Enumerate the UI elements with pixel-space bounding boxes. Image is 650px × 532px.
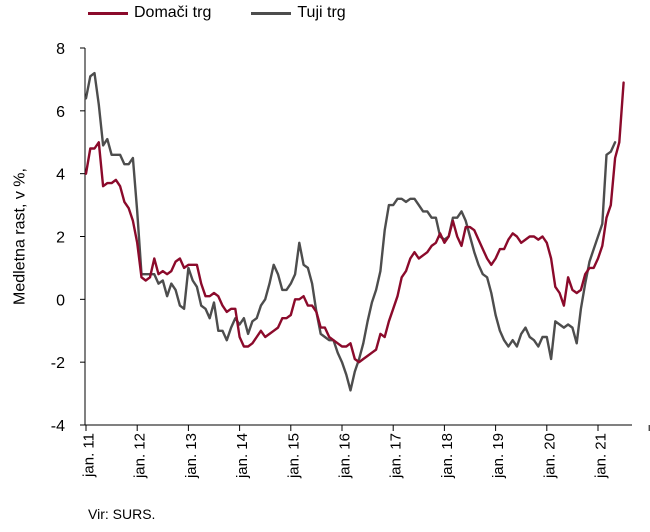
y-tick-label: 2 xyxy=(56,230,65,247)
x-tick-label: jan. 15 xyxy=(285,433,302,479)
y-tick-label: -2 xyxy=(51,355,65,372)
x-tick-label: jan. 11 xyxy=(81,433,98,478)
x-tick-label: jan. 21 xyxy=(593,433,610,479)
line-chart: -4 -2 0 2 4 6 8 jan. 11 jan. 12 jan. 13 jan. 14 jan… xyxy=(12,41,650,479)
y-tick-label: 4 xyxy=(56,167,65,184)
series-line-foreign xyxy=(84,71,617,392)
x-tick-label: jan. 14 xyxy=(234,433,251,479)
legend-item-domestic: Domači trg xyxy=(88,4,211,22)
y-tick-label: 6 xyxy=(56,104,65,121)
y-tick-label: 8 xyxy=(56,41,65,58)
legend-swatch-domestic xyxy=(88,11,128,15)
x-tick-label: jan. 18 xyxy=(439,433,456,479)
y-tick-label: 0 xyxy=(56,292,65,309)
x-tick-label: jan. 17 xyxy=(388,433,405,479)
x-tick-label: jan. 12 xyxy=(132,433,149,479)
x-tick-label: jan. 19 xyxy=(490,433,507,479)
x-tick-label: jan. 16 xyxy=(337,433,354,479)
legend-item-foreign: Tuji trg xyxy=(251,4,346,22)
source-note: Vir: SURS. xyxy=(88,506,156,522)
y-tick-label: -4 xyxy=(51,418,65,435)
legend-label-domestic: Domači trg xyxy=(134,4,212,21)
y-axis-label: Medletna rast, v %, xyxy=(12,168,29,305)
series-line-domestic xyxy=(84,81,625,364)
legend-swatch-foreign xyxy=(251,11,292,15)
x-tick-label: jan. 20 xyxy=(541,433,558,479)
legend-label-foreign: Tuji trg xyxy=(297,4,346,21)
legend: Domači trg Tuji trg xyxy=(88,4,346,22)
x-tick-label: jan. 13 xyxy=(183,433,200,479)
